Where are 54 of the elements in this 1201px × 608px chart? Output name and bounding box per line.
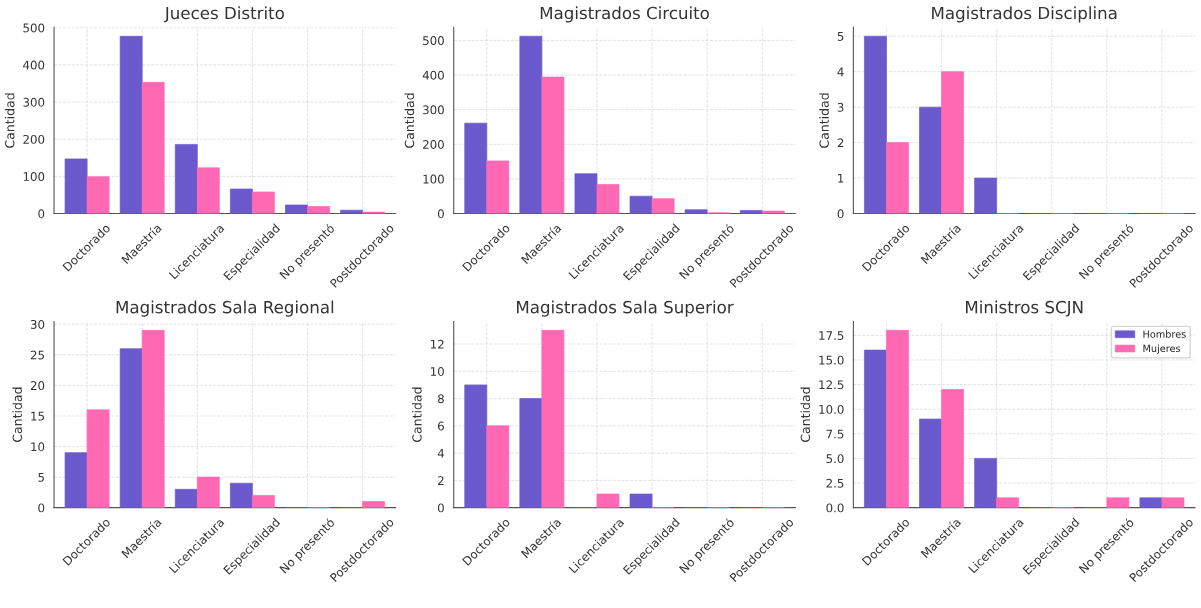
y-tick-label: 0 xyxy=(437,209,444,219)
y-tick-label: 4 xyxy=(437,449,445,458)
chart-title: Magistrados Sala Superior xyxy=(517,300,734,317)
y-tick-label: 12 xyxy=(430,339,444,349)
y-tick-label: 0 xyxy=(38,503,45,513)
y-tick-label: 15.0 xyxy=(819,355,844,365)
y-tick-label: 3 xyxy=(837,102,844,112)
y-axis-title: Cantidad xyxy=(819,93,829,148)
chart-title: Ministros SCJN xyxy=(965,300,1083,317)
y-tick-label: 4 xyxy=(837,67,844,77)
y-tick-label: 2 xyxy=(837,138,844,148)
y-tick-label: 5.0 xyxy=(826,454,844,464)
y-tick-label: 500 xyxy=(423,36,444,46)
y-axis-title: Cantidad xyxy=(404,93,415,148)
y-tick-label: 100 xyxy=(423,174,444,184)
y-tick-label: 6 xyxy=(438,421,444,431)
y-tick-label: 17.5 xyxy=(819,331,844,340)
legend-label: Mujeres xyxy=(1143,344,1181,354)
chart-title: Magistrados Circuito xyxy=(540,6,709,23)
y-axis-title: Cantidad xyxy=(800,387,811,442)
y-tick-label: 1 xyxy=(838,173,844,183)
y-tick-label: 500 xyxy=(23,23,45,33)
y-tick-label: 400 xyxy=(422,70,444,80)
y-tick-label: 15 xyxy=(31,411,44,421)
y-tick-label: 300 xyxy=(23,97,45,107)
chart-title: Magistrados Sala Regional xyxy=(116,300,334,317)
y-tick-label: 100 xyxy=(23,172,45,182)
y-tick-label: 0.0 xyxy=(826,503,844,513)
y-tick-label: 200 xyxy=(423,139,444,149)
y-tick-label: 12.5 xyxy=(819,380,844,390)
y-tick-label: 10 xyxy=(31,442,45,452)
y-tick-label: 200 xyxy=(23,134,45,144)
chart-title: Jueces Distrito xyxy=(163,6,284,23)
y-tick-label: 2.5 xyxy=(826,478,844,488)
y-tick-label: 0 xyxy=(38,209,45,219)
y-tick-label: 10 xyxy=(430,367,444,376)
y-tick-label: 25 xyxy=(30,350,44,360)
y-tick-label: 20 xyxy=(30,381,45,391)
y-tick-label: 30 xyxy=(30,319,45,329)
y-tick-label: 2 xyxy=(438,476,444,485)
y-tick-label: 0 xyxy=(837,209,844,219)
y-tick-label: 5 xyxy=(38,472,44,482)
y-tick-label: 5 xyxy=(837,32,844,41)
y-tick-label: 10.0 xyxy=(819,404,844,414)
y-axis-title: Cantidad xyxy=(412,387,422,442)
y-tick-label: 0 xyxy=(437,503,444,513)
chart-title: Magistrados Disciplina xyxy=(932,6,1117,23)
y-axis-title: Cantidad xyxy=(4,93,15,148)
y-tick-label: 300 xyxy=(423,105,444,115)
legend-label: Hombres xyxy=(1143,330,1186,338)
y-tick-label: 8 xyxy=(437,394,444,404)
y-axis-title: Cantidad xyxy=(12,387,23,442)
y-tick-label: 7.5 xyxy=(826,429,844,439)
y-tick-label: 400 xyxy=(23,60,45,70)
